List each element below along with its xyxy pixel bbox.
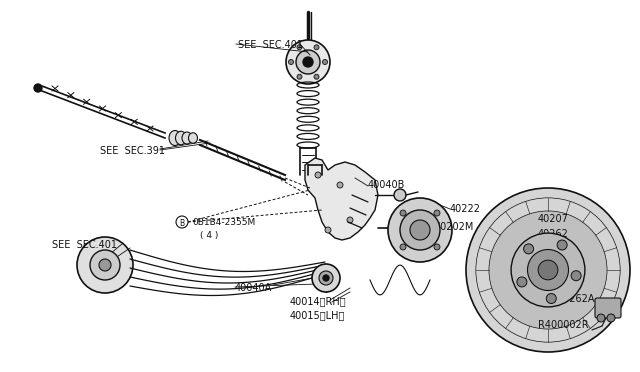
Ellipse shape xyxy=(189,133,198,143)
Circle shape xyxy=(77,237,133,293)
Circle shape xyxy=(400,210,406,216)
Circle shape xyxy=(303,57,313,67)
Circle shape xyxy=(517,277,527,287)
Text: 40014〈RH〉: 40014〈RH〉 xyxy=(290,296,347,306)
Circle shape xyxy=(571,271,581,281)
Text: 40207: 40207 xyxy=(538,214,569,224)
Text: ( 4 ): ( 4 ) xyxy=(200,231,218,240)
Text: R400002R: R400002R xyxy=(538,320,589,330)
Text: 40040B: 40040B xyxy=(368,180,405,190)
Circle shape xyxy=(90,250,120,280)
Circle shape xyxy=(394,189,406,201)
Circle shape xyxy=(434,244,440,250)
Circle shape xyxy=(410,220,430,240)
Circle shape xyxy=(314,45,319,50)
Circle shape xyxy=(347,217,353,223)
Circle shape xyxy=(434,210,440,216)
Circle shape xyxy=(289,60,294,64)
Circle shape xyxy=(297,45,302,50)
Text: 40266: 40266 xyxy=(538,243,569,253)
Circle shape xyxy=(538,260,558,280)
Circle shape xyxy=(323,60,328,64)
Ellipse shape xyxy=(175,131,186,145)
Circle shape xyxy=(597,314,605,322)
Text: 40222: 40222 xyxy=(450,204,481,214)
Text: SEE  SEC.401: SEE SEC.401 xyxy=(52,240,117,250)
Text: SEE  SEC.391: SEE SEC.391 xyxy=(100,146,165,156)
Circle shape xyxy=(337,182,343,188)
Text: 40040A: 40040A xyxy=(235,283,272,293)
Circle shape xyxy=(466,188,630,352)
Circle shape xyxy=(489,211,607,329)
Circle shape xyxy=(323,275,329,281)
Circle shape xyxy=(557,240,567,250)
Circle shape xyxy=(286,40,330,84)
Text: B: B xyxy=(179,218,184,228)
Text: SEE  SEC.401: SEE SEC.401 xyxy=(238,40,303,50)
Circle shape xyxy=(400,244,406,250)
Circle shape xyxy=(511,233,585,307)
Text: 40202M: 40202M xyxy=(435,222,474,232)
Polygon shape xyxy=(305,158,378,240)
Text: 0B1B4-2355M: 0B1B4-2355M xyxy=(192,218,255,227)
Circle shape xyxy=(297,74,302,79)
Text: 40015〈LH〉: 40015〈LH〉 xyxy=(290,310,346,320)
Circle shape xyxy=(527,250,568,291)
Circle shape xyxy=(176,216,188,228)
Circle shape xyxy=(388,198,452,262)
Circle shape xyxy=(524,244,534,254)
Circle shape xyxy=(400,210,440,250)
FancyBboxPatch shape xyxy=(595,298,621,318)
Circle shape xyxy=(314,74,319,79)
Circle shape xyxy=(296,50,320,74)
Text: 40262A: 40262A xyxy=(558,294,595,304)
Circle shape xyxy=(312,264,340,292)
Circle shape xyxy=(547,294,556,304)
Circle shape xyxy=(607,314,615,322)
Ellipse shape xyxy=(182,132,192,144)
Circle shape xyxy=(34,84,42,92)
Ellipse shape xyxy=(169,131,181,145)
Circle shape xyxy=(325,227,331,233)
Circle shape xyxy=(99,259,111,271)
Text: 40262: 40262 xyxy=(538,229,569,239)
Circle shape xyxy=(319,271,333,285)
Circle shape xyxy=(315,172,321,178)
